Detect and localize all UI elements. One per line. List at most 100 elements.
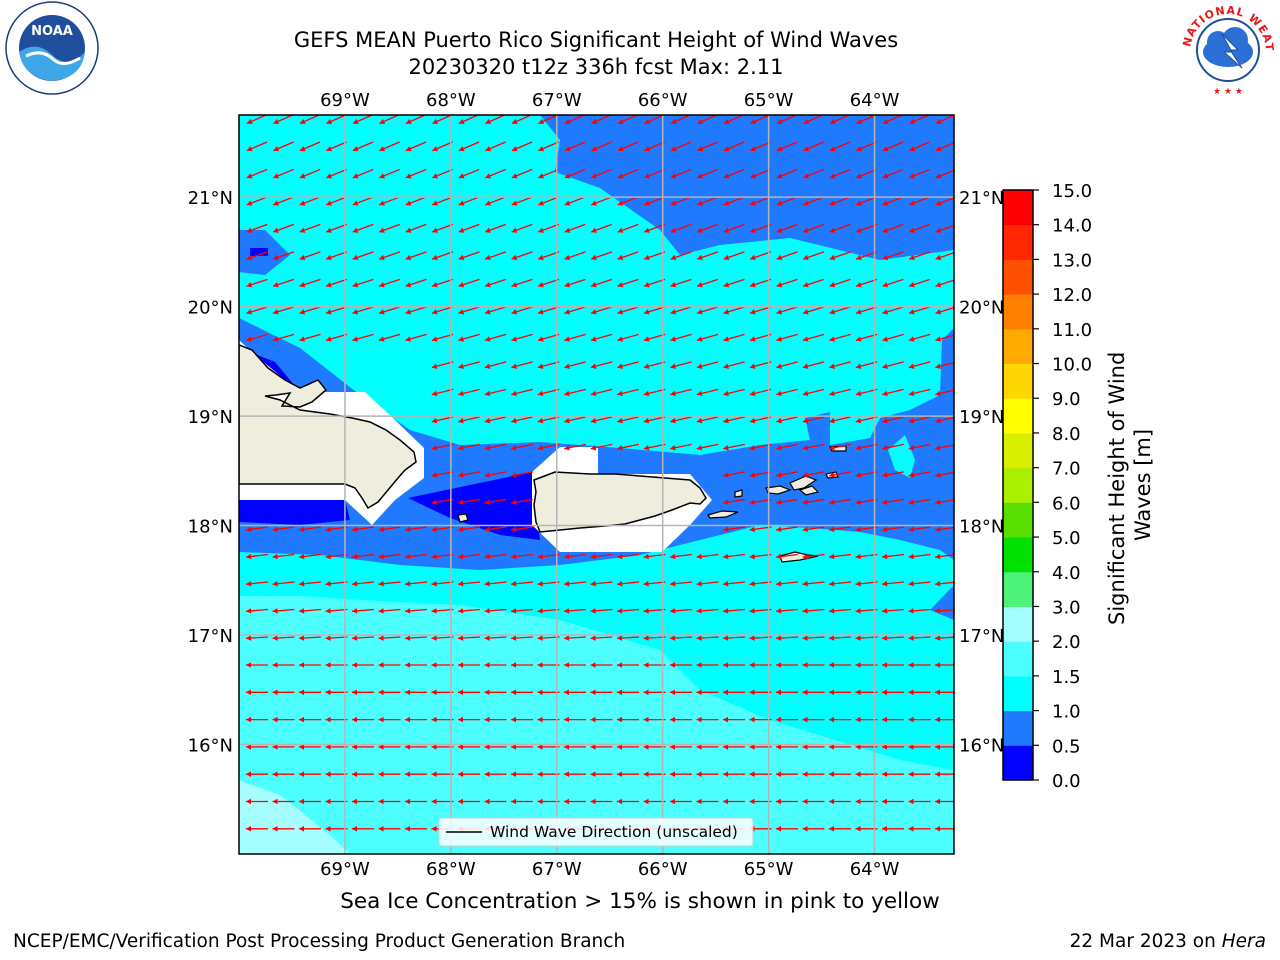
wave-arrow bbox=[802, 608, 825, 614]
wave-arrow bbox=[458, 223, 480, 233]
wave-arrow bbox=[616, 608, 640, 614]
wave-arrow bbox=[378, 251, 401, 261]
wave-arrow bbox=[564, 278, 586, 288]
wave-arrow bbox=[643, 278, 666, 288]
wave-arrow bbox=[670, 278, 692, 288]
wave-arrow bbox=[829, 553, 851, 560]
wave-arrow bbox=[723, 471, 745, 478]
wave-arrow bbox=[802, 443, 825, 451]
wave-arrow bbox=[855, 553, 878, 560]
wave-arrow bbox=[485, 168, 506, 179]
wave-arrow bbox=[829, 526, 851, 533]
wave-arrow bbox=[644, 141, 665, 152]
wave-arrow bbox=[644, 115, 665, 125]
wave-arrow bbox=[325, 223, 348, 233]
wave-arrow bbox=[299, 744, 321, 750]
wave-arrow bbox=[564, 798, 586, 805]
wave-arrow bbox=[405, 689, 427, 696]
wave-arrow bbox=[670, 416, 692, 424]
lon-tick-bottom: 67°W bbox=[532, 859, 582, 880]
wave-arrow bbox=[404, 580, 428, 587]
colorbar-tick: 13.0 bbox=[1052, 250, 1092, 271]
wave-arrow bbox=[325, 333, 348, 342]
wave-arrow bbox=[802, 744, 825, 750]
wave-arrow bbox=[750, 168, 771, 179]
wave-arrow bbox=[855, 333, 878, 342]
wave-arrow bbox=[856, 115, 877, 125]
wave-arrow bbox=[617, 306, 639, 315]
wave-arrow bbox=[696, 553, 719, 560]
colorbar-tick: 15.0 bbox=[1052, 181, 1092, 202]
wave-arrow bbox=[590, 635, 613, 641]
wave-arrow bbox=[378, 223, 401, 233]
wave-arrow bbox=[855, 416, 878, 424]
wave-arrow bbox=[351, 580, 375, 587]
wave-arrow bbox=[537, 635, 560, 641]
wave-arrow bbox=[246, 333, 268, 342]
wave-arrow bbox=[564, 361, 586, 369]
wave-arrow bbox=[828, 608, 852, 614]
wave-arrow bbox=[431, 526, 454, 533]
wave-arrow bbox=[802, 498, 825, 505]
wave-arrow bbox=[643, 771, 666, 777]
wave-arrow bbox=[378, 580, 401, 587]
wave-arrow bbox=[882, 278, 904, 288]
wave-arrow bbox=[803, 141, 824, 152]
wave-arrow bbox=[484, 716, 507, 723]
wave-arrow bbox=[670, 662, 692, 668]
wave-arrow bbox=[723, 361, 745, 369]
wave-arrow bbox=[909, 141, 930, 152]
wave-arrow bbox=[670, 141, 692, 152]
wave-arrow bbox=[564, 553, 586, 560]
wave-arrow bbox=[352, 526, 374, 533]
wave-arrow bbox=[352, 771, 374, 777]
wave-arrow bbox=[378, 278, 401, 288]
wave-arrow bbox=[405, 716, 427, 723]
wave-arrow bbox=[352, 333, 374, 342]
wave-arrow bbox=[299, 716, 321, 723]
lon-tick-top: 67°W bbox=[532, 90, 582, 111]
wave-arrow bbox=[246, 553, 268, 560]
wave-arrow bbox=[909, 196, 930, 206]
wave-arrow bbox=[299, 196, 321, 206]
colorbar-segment bbox=[1003, 328, 1033, 365]
wave-arrow bbox=[378, 526, 401, 533]
lat-tick-right: 18°N bbox=[959, 517, 1004, 538]
wave-arrow bbox=[431, 580, 454, 587]
legend-label: Wind Wave Direction (unscaled) bbox=[490, 823, 738, 841]
wave-arrow bbox=[855, 526, 878, 533]
colorbar-tick: 3.0 bbox=[1052, 597, 1081, 618]
wave-arrow bbox=[484, 526, 507, 533]
wave-arrow bbox=[432, 196, 453, 206]
wave-arrow bbox=[404, 608, 428, 614]
wave-arrow bbox=[908, 278, 931, 288]
wave-arrow bbox=[776, 388, 798, 397]
wave-arrow bbox=[537, 361, 560, 369]
wave-arrow bbox=[617, 278, 639, 288]
wave-arrow bbox=[670, 443, 692, 451]
wave-arrow bbox=[458, 416, 480, 424]
wave-arrow bbox=[643, 416, 666, 424]
colorbar-segment bbox=[1003, 606, 1033, 642]
wave-arrow bbox=[590, 798, 613, 805]
wave-arrow bbox=[511, 443, 533, 451]
wave-arrow bbox=[431, 361, 454, 369]
wave-arrow bbox=[882, 662, 904, 668]
wave-arrow bbox=[326, 141, 347, 152]
wave-arrow bbox=[749, 278, 772, 288]
wave-arrow bbox=[856, 141, 877, 152]
colorbar-tick: 12.0 bbox=[1052, 285, 1092, 306]
wave-arrow bbox=[537, 608, 560, 614]
wave-arrow bbox=[908, 471, 931, 478]
wave-arrow bbox=[616, 635, 640, 641]
wave-arrow bbox=[405, 798, 427, 805]
wave-arrow bbox=[431, 306, 454, 315]
lon-ticks-bottom: 69°W 68°W 67°W 66°W 65°W 64°W bbox=[320, 859, 900, 880]
wave-arrow bbox=[802, 388, 825, 397]
wave-arrow bbox=[352, 141, 374, 152]
wave-arrow bbox=[431, 662, 454, 668]
wave-arrow bbox=[908, 662, 931, 668]
wave-arrow bbox=[616, 580, 640, 587]
wave-band-0.0-0.5-sw bbox=[239, 500, 350, 525]
